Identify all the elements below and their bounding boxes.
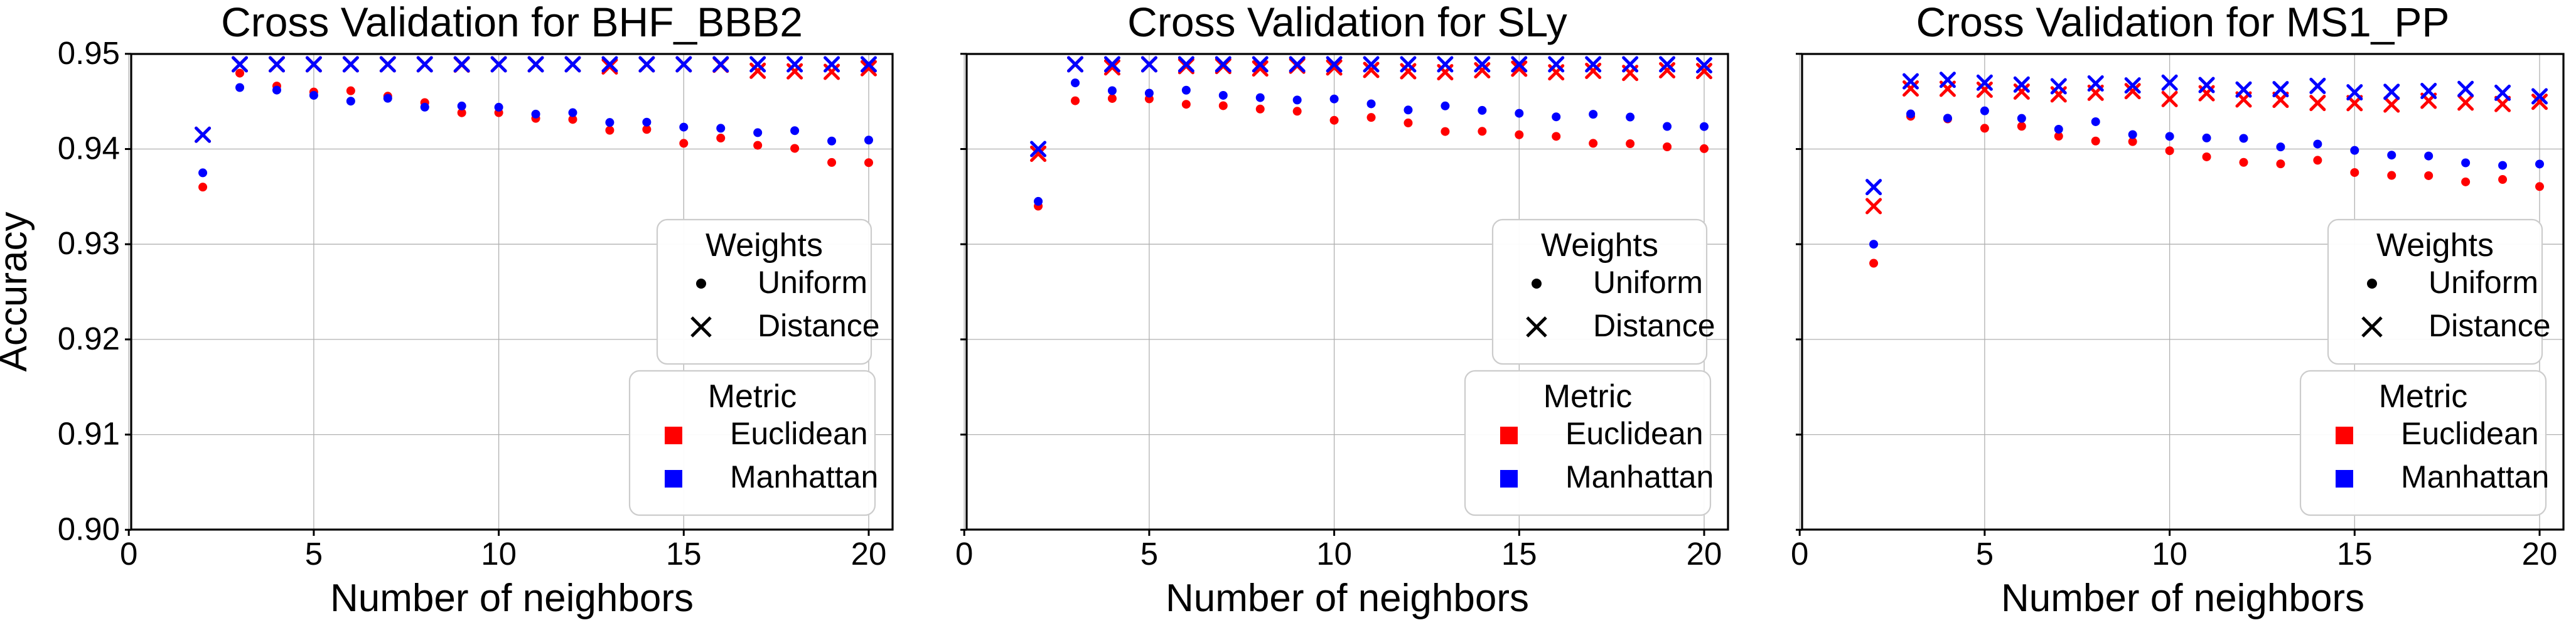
svg-text:5: 5 [1976,536,1994,572]
svg-text:Cross Validation for MS1_PP: Cross Validation for MS1_PP [1916,0,2450,45]
svg-text:0: 0 [120,536,137,572]
svg-text:Manhattan: Manhattan [1565,459,1714,494]
svg-text:Uniform: Uniform [2428,265,2538,300]
svg-text:0.92: 0.92 [58,321,120,356]
svg-text:0.94: 0.94 [58,131,120,166]
svg-text:0.93: 0.93 [58,225,120,261]
svg-text:Uniform: Uniform [1593,265,1703,300]
svg-text:Distance: Distance [2428,308,2551,343]
svg-text:0.91: 0.91 [58,416,120,452]
svg-text:0.95: 0.95 [58,35,120,71]
svg-text:Uniform: Uniform [758,265,867,300]
svg-text:Euclidean: Euclidean [730,416,868,451]
svg-text:5: 5 [1140,536,1158,572]
svg-text:Weights: Weights [706,227,823,264]
svg-text:20: 20 [851,536,887,572]
svg-text:20: 20 [2522,536,2558,572]
svg-text:Metric: Metric [1543,378,1633,415]
svg-text:Number of neighbors: Number of neighbors [1166,577,1529,620]
svg-text:Number of neighbors: Number of neighbors [2001,577,2364,620]
svg-text:Weights: Weights [2376,227,2494,264]
svg-text:20: 20 [1687,536,1722,572]
svg-text:Number of neighbors: Number of neighbors [330,577,694,620]
svg-text:Cross Validation for BHF_BBB2: Cross Validation for BHF_BBB2 [221,0,803,45]
svg-text:Weights: Weights [1541,227,1658,264]
svg-text:Distance: Distance [1593,308,1715,343]
svg-text:0: 0 [955,536,973,572]
svg-text:0.90: 0.90 [58,511,120,547]
svg-text:5: 5 [305,536,323,572]
svg-text:Distance: Distance [758,308,880,343]
svg-text:10: 10 [2152,536,2187,572]
svg-text:Manhattan: Manhattan [730,459,878,494]
svg-text:15: 15 [666,536,702,572]
svg-text:0: 0 [1791,536,1808,572]
svg-text:10: 10 [481,536,517,572]
svg-text:Accuracy: Accuracy [0,212,35,372]
svg-text:15: 15 [2337,536,2373,572]
svg-text:Cross Validation for SLy: Cross Validation for SLy [1127,0,1567,45]
svg-text:10: 10 [1316,536,1352,572]
svg-text:Euclidean: Euclidean [2401,416,2539,451]
svg-text:Metric: Metric [2379,378,2468,415]
svg-text:Metric: Metric [708,378,797,415]
svg-text:15: 15 [1501,536,1537,572]
svg-text:Euclidean: Euclidean [1565,416,1704,451]
svg-text:Manhattan: Manhattan [2401,459,2549,494]
